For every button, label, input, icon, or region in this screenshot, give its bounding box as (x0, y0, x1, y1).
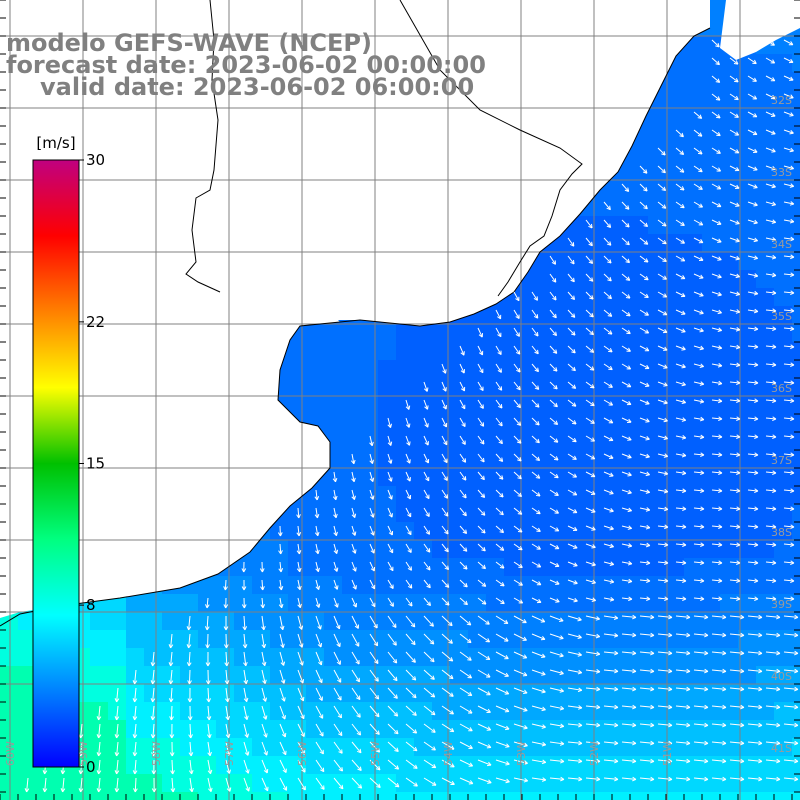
land-mask (0, 0, 710, 618)
lon-label: 55W (369, 741, 382, 766)
lat-label: 33S (771, 166, 792, 179)
lat-label: 36S (771, 382, 792, 395)
wind-arrows (24, 39, 799, 793)
colorbar-tick-label: 22 (86, 313, 105, 331)
lat-label: 35S (771, 310, 792, 323)
colorbar: [m/s] 30 22 15 8 0 (32, 134, 105, 776)
country-border (185, 0, 221, 293)
valid-date: valid date: 2023-06-02 06:00:00 (40, 73, 475, 101)
lon-label: 52W (588, 741, 601, 766)
lat-label: 34S (771, 238, 792, 251)
lat-label: 40S (771, 670, 792, 683)
forecast-date: forecast date: 2023-06-02 00:00:00 (6, 51, 486, 79)
model-title: modelo GEFS-WAVE (NCEP) (6, 29, 372, 57)
lat-label: 41S (771, 742, 792, 755)
lat-label: 39S (771, 598, 792, 611)
colorbar-unit: [m/s] (36, 134, 75, 152)
lat-label: 38S (771, 526, 792, 539)
lon-label: 54W (442, 741, 455, 766)
lon-label: 58W (150, 741, 163, 766)
lat-label: 32S (771, 94, 792, 107)
colorbar-tick-label: 0 (86, 758, 96, 776)
lon-label: 51W (661, 741, 674, 766)
colorbar-tick-label: 15 (86, 455, 105, 473)
lon-label: 56W (296, 741, 309, 766)
axis-labels: 32S 33S 34S 35S 36S 37S 38S 39S 40S 41S 60W 59W 58W 5… (4, 94, 792, 766)
coastline (0, 27, 711, 627)
lon-label: 60W (4, 741, 17, 766)
lon-label: 59W (77, 741, 90, 766)
lat-label: 37S (771, 454, 792, 467)
colorbar-ramp (32, 159, 80, 768)
colorbar-tick-label: 30 (86, 151, 105, 169)
colorbar-tick-label: 8 (86, 596, 96, 614)
lon-label: 53W (515, 741, 528, 766)
colorbar-ticks: 30 22 15 8 0 (79, 151, 105, 776)
lon-label: 57W (223, 741, 236, 766)
lagoon-outline (399, 0, 583, 297)
